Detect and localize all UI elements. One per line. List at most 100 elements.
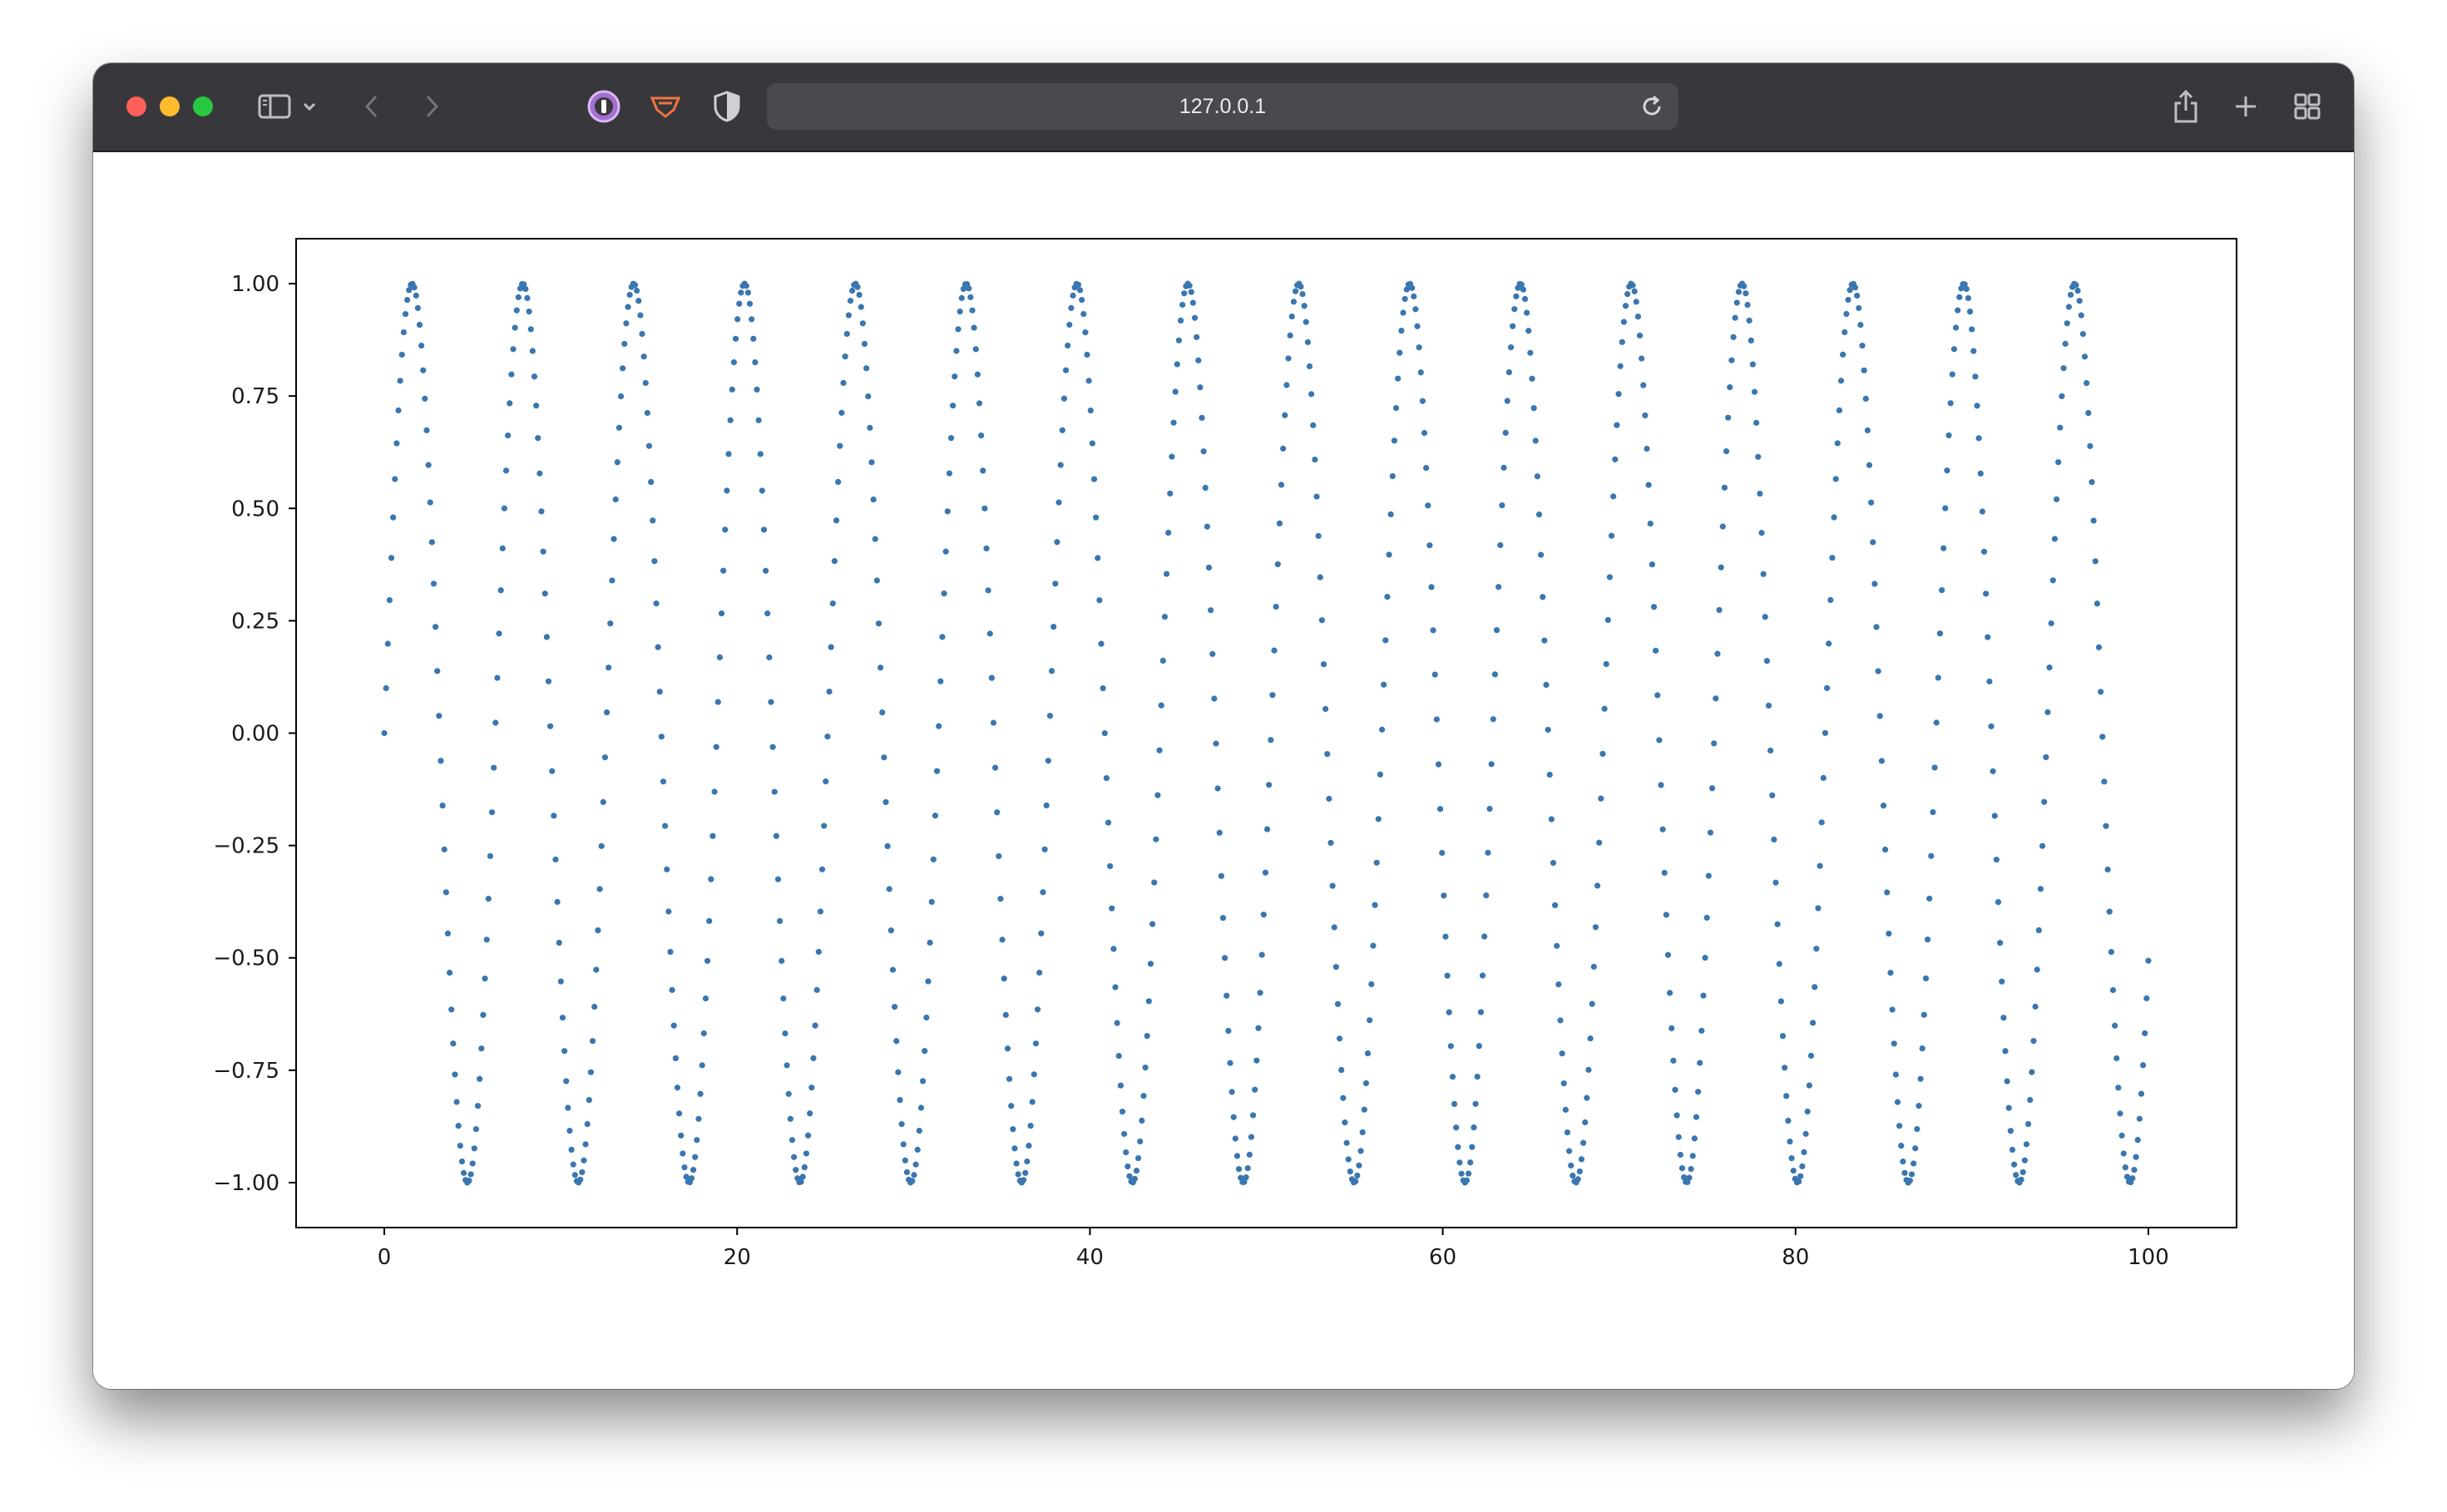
data-point [1930,808,1936,816]
data-point [513,307,520,314]
data-point [1301,303,1308,309]
data-point [563,1078,570,1085]
data-point [2104,866,2111,873]
minimize-window-button[interactable] [160,96,180,116]
data-point [1386,551,1392,558]
address-bar[interactable]: 127.0.0.1 [767,83,1678,130]
data-point [1095,555,1101,561]
data-point [829,600,836,607]
data-point [2143,995,2150,1001]
onepassword-icon[interactable] [586,86,622,126]
data-point [1423,464,1430,472]
data-point [914,1146,921,1153]
data-point [1846,287,1853,294]
data-point [1993,856,2000,863]
data-point [986,630,993,637]
data-point [1672,1086,1678,1093]
back-icon[interactable] [359,86,384,126]
data-point [1054,539,1060,546]
data-point [2029,1069,2035,1075]
data-point [2005,1104,2012,1111]
tab-overview-icon[interactable] [2291,86,2324,126]
browser-toolbar: 127.0.0.1 [93,63,2354,152]
data-point [782,1030,788,1037]
data-point [2094,600,2100,607]
data-point [1673,1112,1680,1119]
data-point [1451,1100,1458,1108]
data-point [1274,561,1281,568]
data-point [1337,1035,1343,1042]
data-point [847,298,854,304]
data-point [541,590,548,597]
data-point [736,300,743,307]
data-point [1194,334,1200,340]
data-point [1347,1168,1353,1175]
data-point [1868,499,1875,506]
data-point [441,846,447,852]
data-point [1534,473,1540,480]
data-point [743,283,749,289]
data-point [433,624,439,630]
data-point [660,778,667,785]
data-point [1555,981,1562,988]
data-point [2032,1003,2039,1010]
data-point [614,459,620,466]
data-point [411,284,418,291]
data-point [1511,306,1518,313]
data-point [1540,594,1546,600]
data-point [1642,412,1649,419]
data-point [1767,747,1774,754]
data-point [1935,674,1941,681]
data-point [545,678,552,684]
data-point [1282,412,1288,418]
data-point [1174,361,1180,368]
data-point [1327,839,1334,847]
data-point [2035,926,2042,934]
shield-icon[interactable] [709,86,745,126]
close-window-button[interactable] [126,96,146,116]
data-point [897,1097,903,1104]
data-point [1653,647,1659,654]
data-point [1812,984,1818,991]
data-point [1343,1139,1350,1146]
data-point [927,939,933,946]
data-point [653,600,660,607]
data-point [1431,671,1438,678]
new-tab-icon[interactable] [2229,86,2262,126]
sidebar-icon[interactable] [256,86,293,126]
data-point [1303,319,1309,325]
data-point [870,496,877,503]
data-point [607,620,614,627]
data-point [1664,951,1672,958]
zoom-window-button[interactable] [193,96,213,116]
extension-icon[interactable] [647,86,684,126]
data-point [2118,1132,2125,1139]
chevron-down-icon[interactable] [299,86,319,126]
data-point [595,927,601,934]
data-point [1446,1009,1452,1015]
axes-frame [295,238,2237,1228]
data-point [1419,398,1426,404]
data-point [1050,624,1057,630]
data-point [1204,523,1210,530]
forward-icon[interactable] [419,86,444,126]
data-point [1258,951,1265,958]
data-point [1787,1138,1793,1145]
data-point [1599,750,1606,757]
data-point [581,1157,587,1164]
reload-icon[interactable] [1639,93,1665,124]
data-point [1199,414,1205,421]
data-point [1608,532,1615,539]
data-point [383,684,389,692]
data-point [1769,792,1776,798]
data-point [694,1137,700,1144]
data-point [1979,508,1985,515]
data-point [615,424,623,431]
data-point [868,459,875,466]
data-point [1481,933,1488,940]
data-point [1809,1020,1817,1026]
data-point [722,526,729,533]
data-point [2095,644,2103,650]
share-icon[interactable] [2169,86,2202,126]
data-point [955,326,961,333]
